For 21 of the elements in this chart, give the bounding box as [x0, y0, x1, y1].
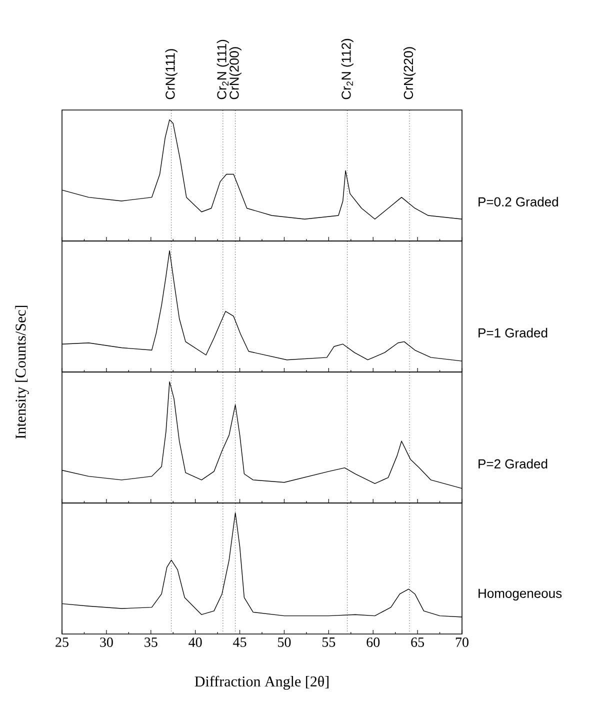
x-tick-label: 50 [278, 638, 291, 647]
x-tick-label: 65 [411, 638, 424, 647]
ref-line-label: Cr$_{2}$N (112) [341, 38, 354, 100]
y-axis-title: Intensity [Counts/Sec] [15, 306, 29, 439]
series-label: P=2 Graded [478, 458, 548, 468]
x-tick-label: 60 [366, 638, 380, 647]
ref-line-label: CrN(220) [404, 47, 416, 100]
x-tick-label: 55 [322, 638, 336, 647]
series-label: P=0.2 Graded [478, 196, 558, 206]
series-label: Homogeneous [478, 588, 562, 601]
x-axis-title: Diffraction Angle [2θ] [194, 676, 328, 690]
x-tick-label: 35 [144, 638, 158, 647]
x-tick-label: 45 [233, 638, 246, 647]
ref-line-label: Cr$_{2}$N (111) [216, 40, 229, 100]
ref-line-label: CrN(111) [165, 49, 178, 100]
text: P=1 Graded [478, 328, 548, 338]
ref-line-label: CrN(200) [229, 47, 242, 100]
x-tick-label: 30 [100, 638, 113, 647]
x-tick-label: 70 [456, 638, 468, 647]
x-tick-label: 25 [56, 638, 68, 647]
x-tick-label: 40 [188, 638, 202, 647]
